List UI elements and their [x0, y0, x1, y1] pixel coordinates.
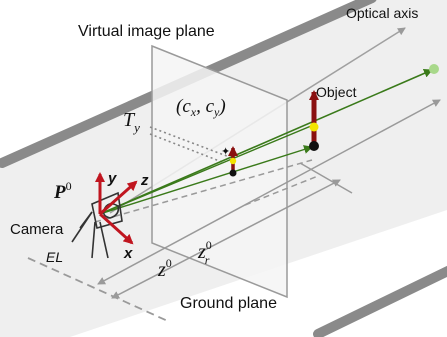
principal-point-label: (cx, cy)	[176, 96, 226, 119]
ray-to-object-keypoint	[99, 125, 312, 215]
p0-label: P0	[53, 179, 72, 203]
optical-axis-endpoint	[429, 64, 439, 74]
z0-label: z0	[157, 256, 172, 281]
ray-to-object-top	[99, 69, 433, 215]
projected-base-point	[229, 169, 237, 177]
camera-icon	[71, 191, 123, 259]
optical-axis-label: Optical axis	[346, 5, 418, 21]
zr0-label: z0 r	[197, 238, 212, 267]
object-base-point	[309, 141, 319, 151]
virtual-image-plane-label: Virtual image plane	[78, 23, 215, 40]
distance-arrow-zr0	[97, 99, 441, 285]
camera-axis-z-arrow	[99, 180, 138, 216]
principal-point-icon: ✦	[221, 146, 230, 158]
object-keypoint	[309, 122, 319, 132]
ground-plane-label: Ground plane	[180, 295, 277, 312]
ground-rail-bottom	[313, 265, 447, 337]
camera-axis-z-label: z	[140, 172, 149, 189]
ty-label: Ty	[123, 109, 140, 135]
camera-axis-x-arrow	[98, 212, 134, 245]
distance-tick-z0	[299, 162, 353, 194]
projected-keypoint	[229, 157, 237, 165]
camera-axis-y-label: y	[107, 170, 117, 187]
object-label: Object	[316, 84, 357, 100]
el-label: EL	[46, 249, 63, 265]
camera-axis-x-label: x	[123, 245, 133, 262]
ray-to-object-bottom	[99, 145, 313, 215]
camera-label: Camera	[10, 221, 64, 238]
